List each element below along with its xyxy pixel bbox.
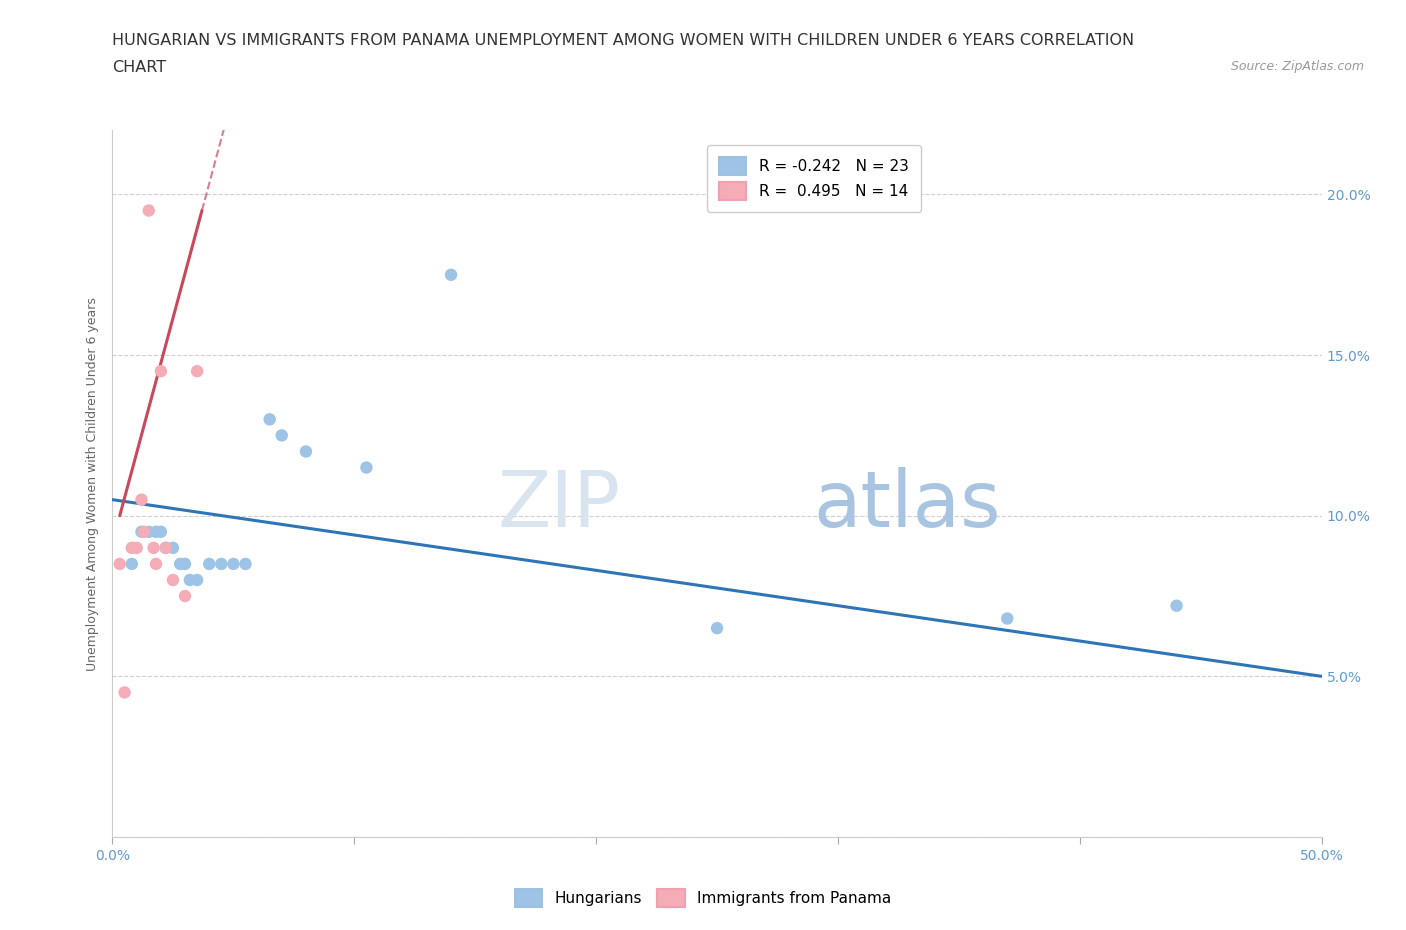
Point [198,556,221,571]
Point [179,573,201,588]
Point [138,525,160,539]
Point [155,540,177,555]
Legend: Hungarians, Immigrants from Panama: Hungarians, Immigrants from Panama [509,884,897,913]
Point [131,492,153,507]
Point [138,203,160,218]
Point [295,444,318,458]
Point [174,556,197,571]
Point [131,525,153,539]
Point [1166,598,1188,613]
Point [259,412,281,427]
Point [142,540,165,555]
Point [186,573,208,588]
Point [174,589,197,604]
Point [108,556,131,571]
Point [356,460,378,475]
Point [186,364,208,379]
Text: atlas: atlas [814,467,1001,543]
Point [995,611,1018,626]
Text: CHART: CHART [112,60,166,75]
Point [145,525,167,539]
Point [145,556,167,571]
Y-axis label: Unemployment Among Women with Children Under 6 years: Unemployment Among Women with Children U… [86,297,100,671]
Text: ZIP: ZIP [498,467,620,543]
Point [440,267,463,282]
Point [162,573,184,588]
Point [149,525,172,539]
Point [162,540,184,555]
Point [125,540,148,555]
Point [169,556,191,571]
Point [235,556,257,571]
Text: Source: ZipAtlas.com: Source: ZipAtlas.com [1230,60,1364,73]
Legend: R = -0.242   N = 23, R =  0.495   N = 14: R = -0.242 N = 23, R = 0.495 N = 14 [707,145,921,212]
Point [132,525,155,539]
Point [706,620,728,635]
Point [114,685,136,700]
Point [209,556,232,571]
Point [155,540,177,555]
Point [270,428,292,443]
Text: HUNGARIAN VS IMMIGRANTS FROM PANAMA UNEMPLOYMENT AMONG WOMEN WITH CHILDREN UNDER: HUNGARIAN VS IMMIGRANTS FROM PANAMA UNEM… [112,33,1135,47]
Point [121,556,143,571]
Point [222,556,245,571]
Point [149,364,172,379]
Point [121,540,143,555]
